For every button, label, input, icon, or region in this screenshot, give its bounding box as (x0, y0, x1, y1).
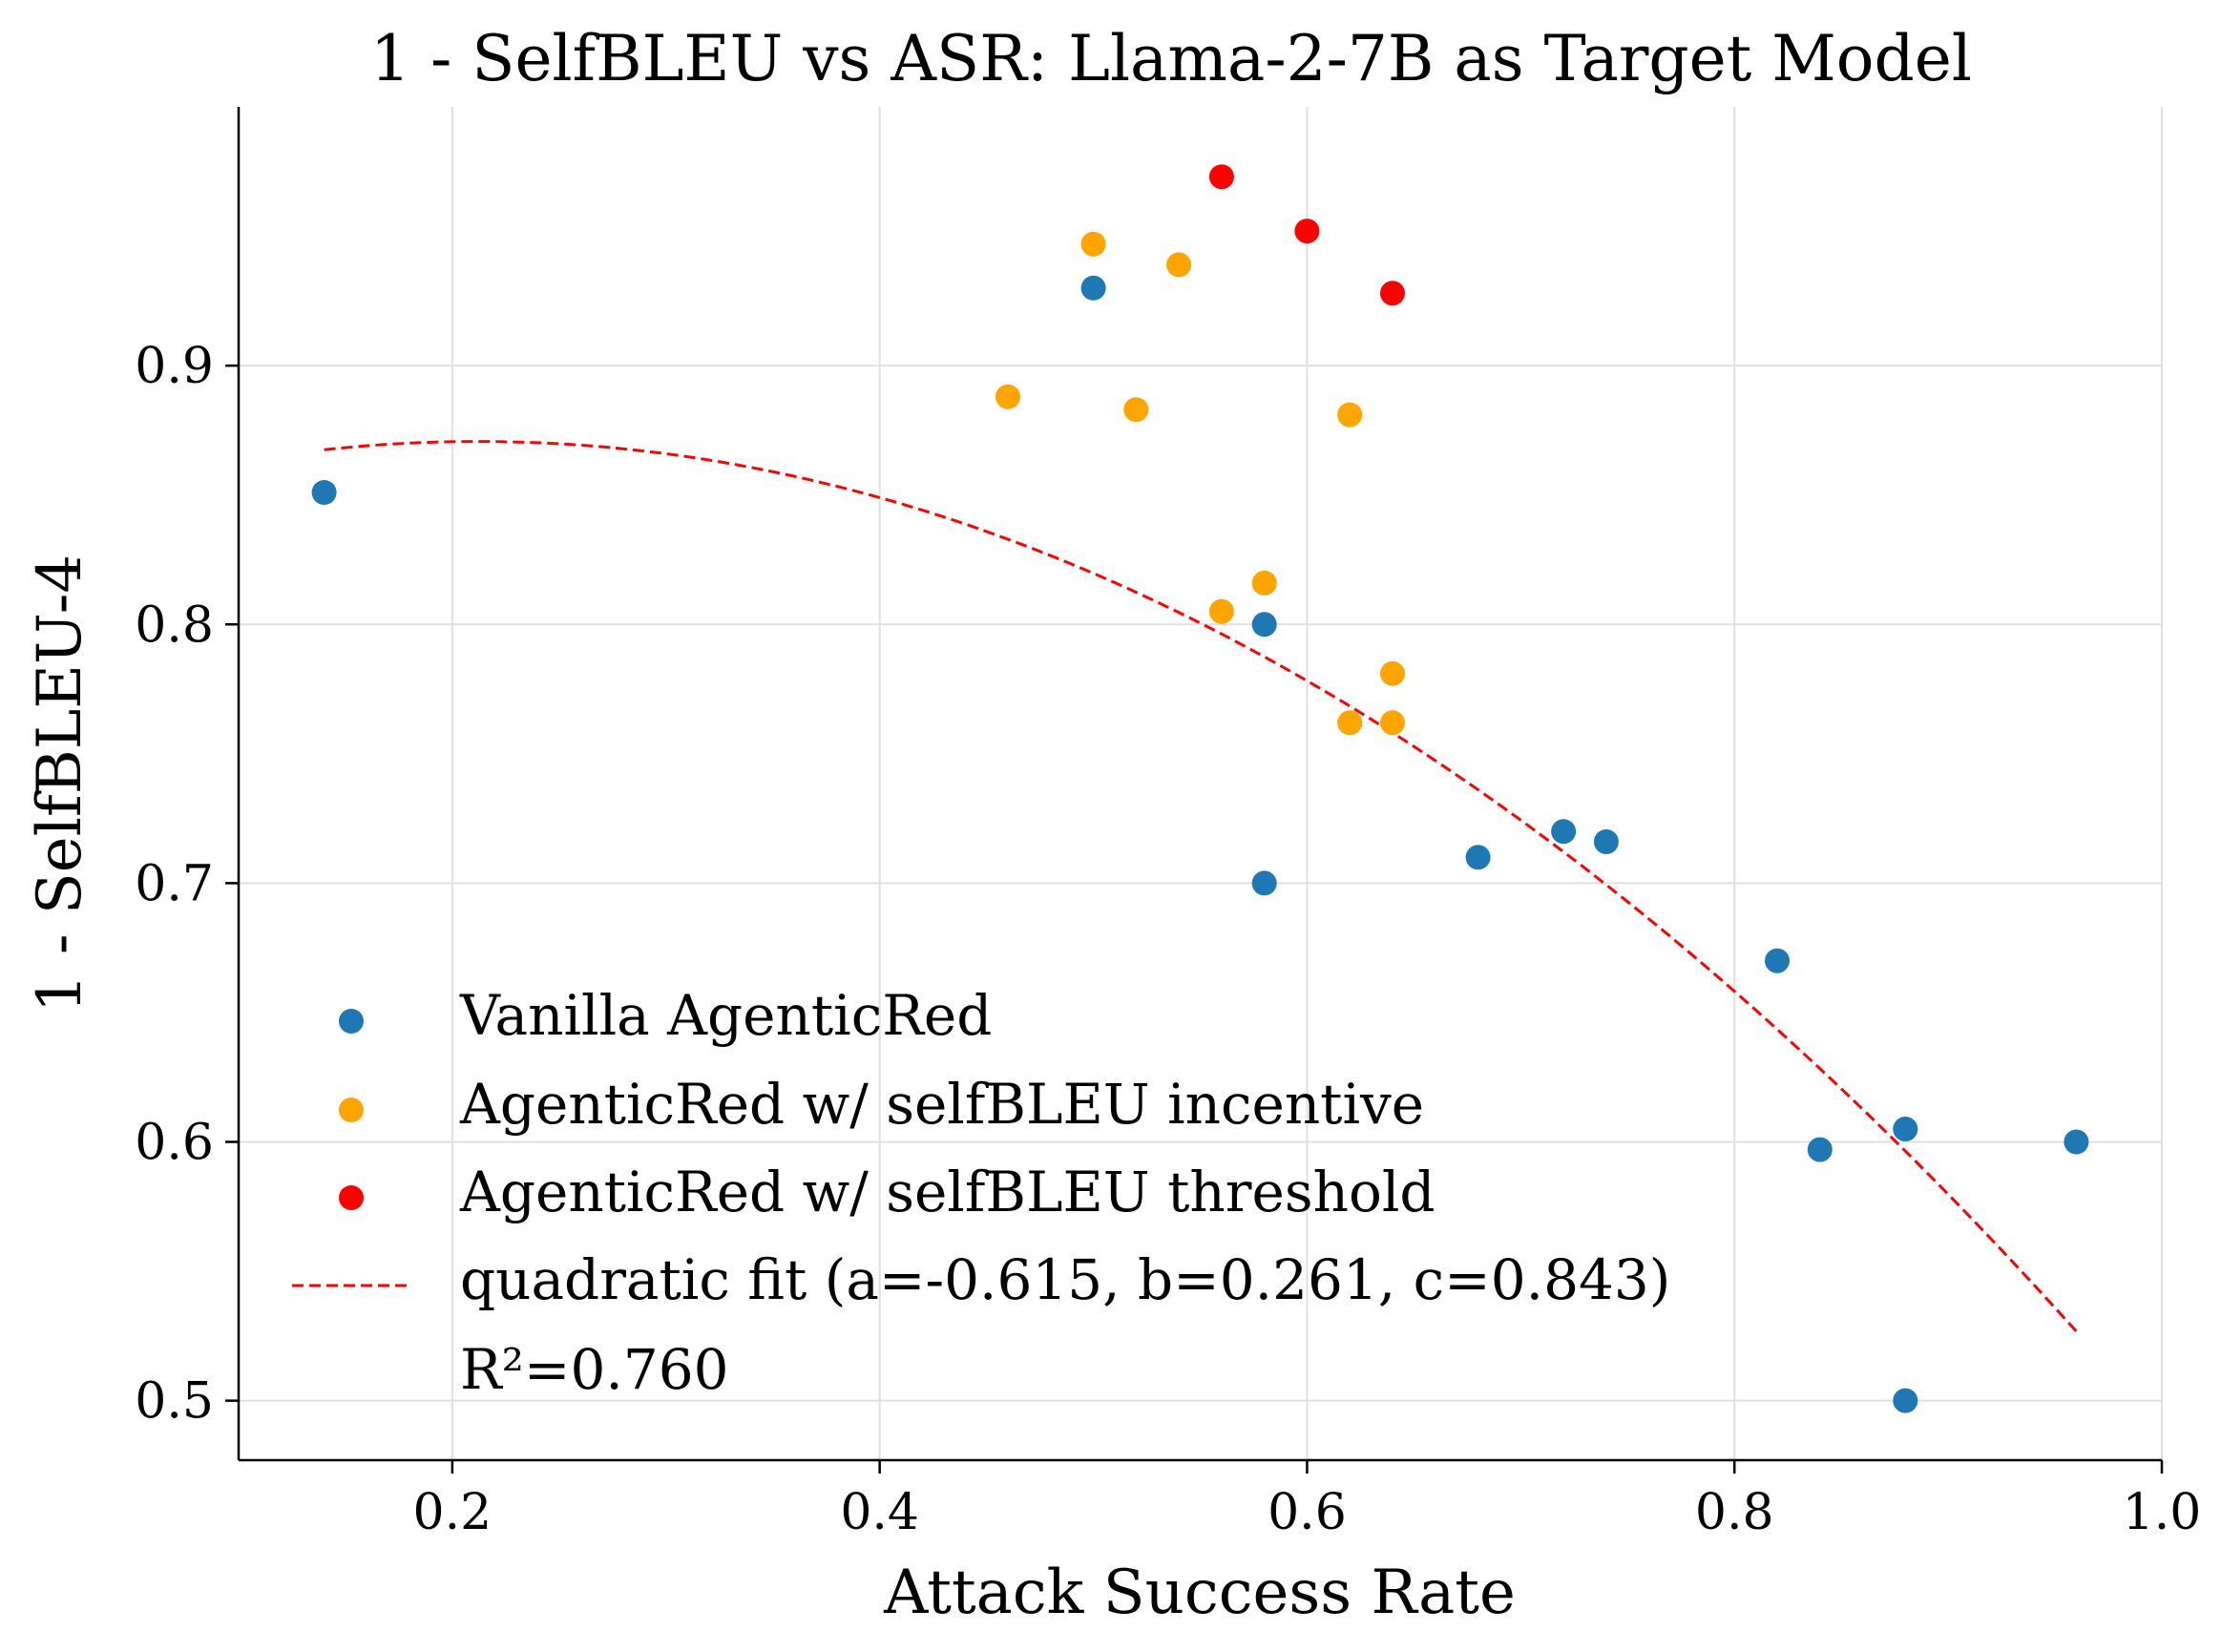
scatter-point-series-2 (1380, 281, 1405, 306)
scatter-point-series-0 (1765, 948, 1790, 973)
scatter-point-series-0 (1551, 819, 1577, 845)
legend-label-incentive: AgenticRed w/ selfBLEU incentive (459, 1072, 1424, 1137)
scatter-point-series-2 (1208, 164, 1234, 190)
scatter-point-series-0 (1251, 870, 1277, 896)
legend-marker-threshold (339, 1185, 364, 1210)
scatter-point-series-1 (1337, 710, 1363, 736)
y-tick-label: 0.6 (135, 1115, 214, 1172)
legend-label-vanilla: Vanilla AgenticRed (459, 983, 992, 1048)
y-tick-label: 0.8 (135, 596, 214, 654)
axis-ticks: 0.2 0.4 0.6 0.8 1.0 0.5 0.6 0.7 0.8 0.9 (135, 338, 2201, 1541)
legend-label-fit: quadratic fit (a=-0.615, b=0.261, c=0.84… (460, 1247, 1670, 1312)
scatter-point-series-0 (1251, 612, 1277, 638)
scatter-point-series-1 (1208, 598, 1234, 624)
x-axis-label: Attack Success Rate (883, 1558, 1516, 1628)
legend-marker-incentive (339, 1098, 364, 1122)
scatter-point-series-0 (1893, 1117, 1918, 1141)
x-tick-label: 0.8 (1695, 1484, 1774, 1541)
scatter-point-series-0 (1593, 829, 1619, 854)
grid-lines (239, 107, 2163, 1460)
scatter-point-series-1 (1251, 570, 1277, 596)
x-tick-label: 0.2 (413, 1484, 492, 1541)
scatter-point-series-1 (1166, 252, 1192, 278)
scatter-point-series-1 (1380, 660, 1405, 686)
scatter-point-series-0 (2064, 1129, 2089, 1155)
scatter-point-series-1 (1337, 402, 1363, 428)
y-tick-label: 0.7 (135, 855, 214, 912)
scatter-point-series-0 (1080, 275, 1106, 301)
scatter-point-series-1 (1123, 397, 1149, 423)
scatter-point-series-0 (1465, 845, 1491, 870)
scatter-point-series-1 (1380, 710, 1405, 736)
y-tick-label: 0.5 (135, 1373, 214, 1431)
x-tick-label: 0.6 (1268, 1484, 1347, 1541)
scatter-point-series-1 (1080, 231, 1106, 257)
scatter-point-series-0 (1893, 1388, 1918, 1413)
chart-title: 1 - SelfBLEU vs ASR: Llama-2-7B as Targe… (370, 22, 1972, 95)
axes-spines (237, 107, 2162, 1462)
scatter-point-series-2 (1294, 219, 1320, 244)
legend-label-r2: R²=0.760 (460, 1337, 729, 1402)
legend: Vanilla AgenticRed AgenticRed w/ selfBLE… (292, 983, 1670, 1402)
fit-curve (324, 440, 2078, 1333)
x-tick-label: 1.0 (2123, 1484, 2202, 1541)
legend-marker-vanilla (339, 1009, 364, 1034)
x-tick-label: 0.4 (840, 1484, 919, 1541)
scatter-point-series-1 (995, 384, 1020, 409)
legend-label-threshold: AgenticRed w/ selfBLEU threshold (459, 1160, 1435, 1224)
scatter-point-series-0 (1807, 1137, 1833, 1162)
y-tick-label: 0.9 (135, 338, 214, 395)
y-axis-label: 1 - SelfBLEU-4 (25, 554, 95, 1013)
data-points (311, 164, 2089, 1413)
scatter-point-series-0 (311, 480, 337, 505)
